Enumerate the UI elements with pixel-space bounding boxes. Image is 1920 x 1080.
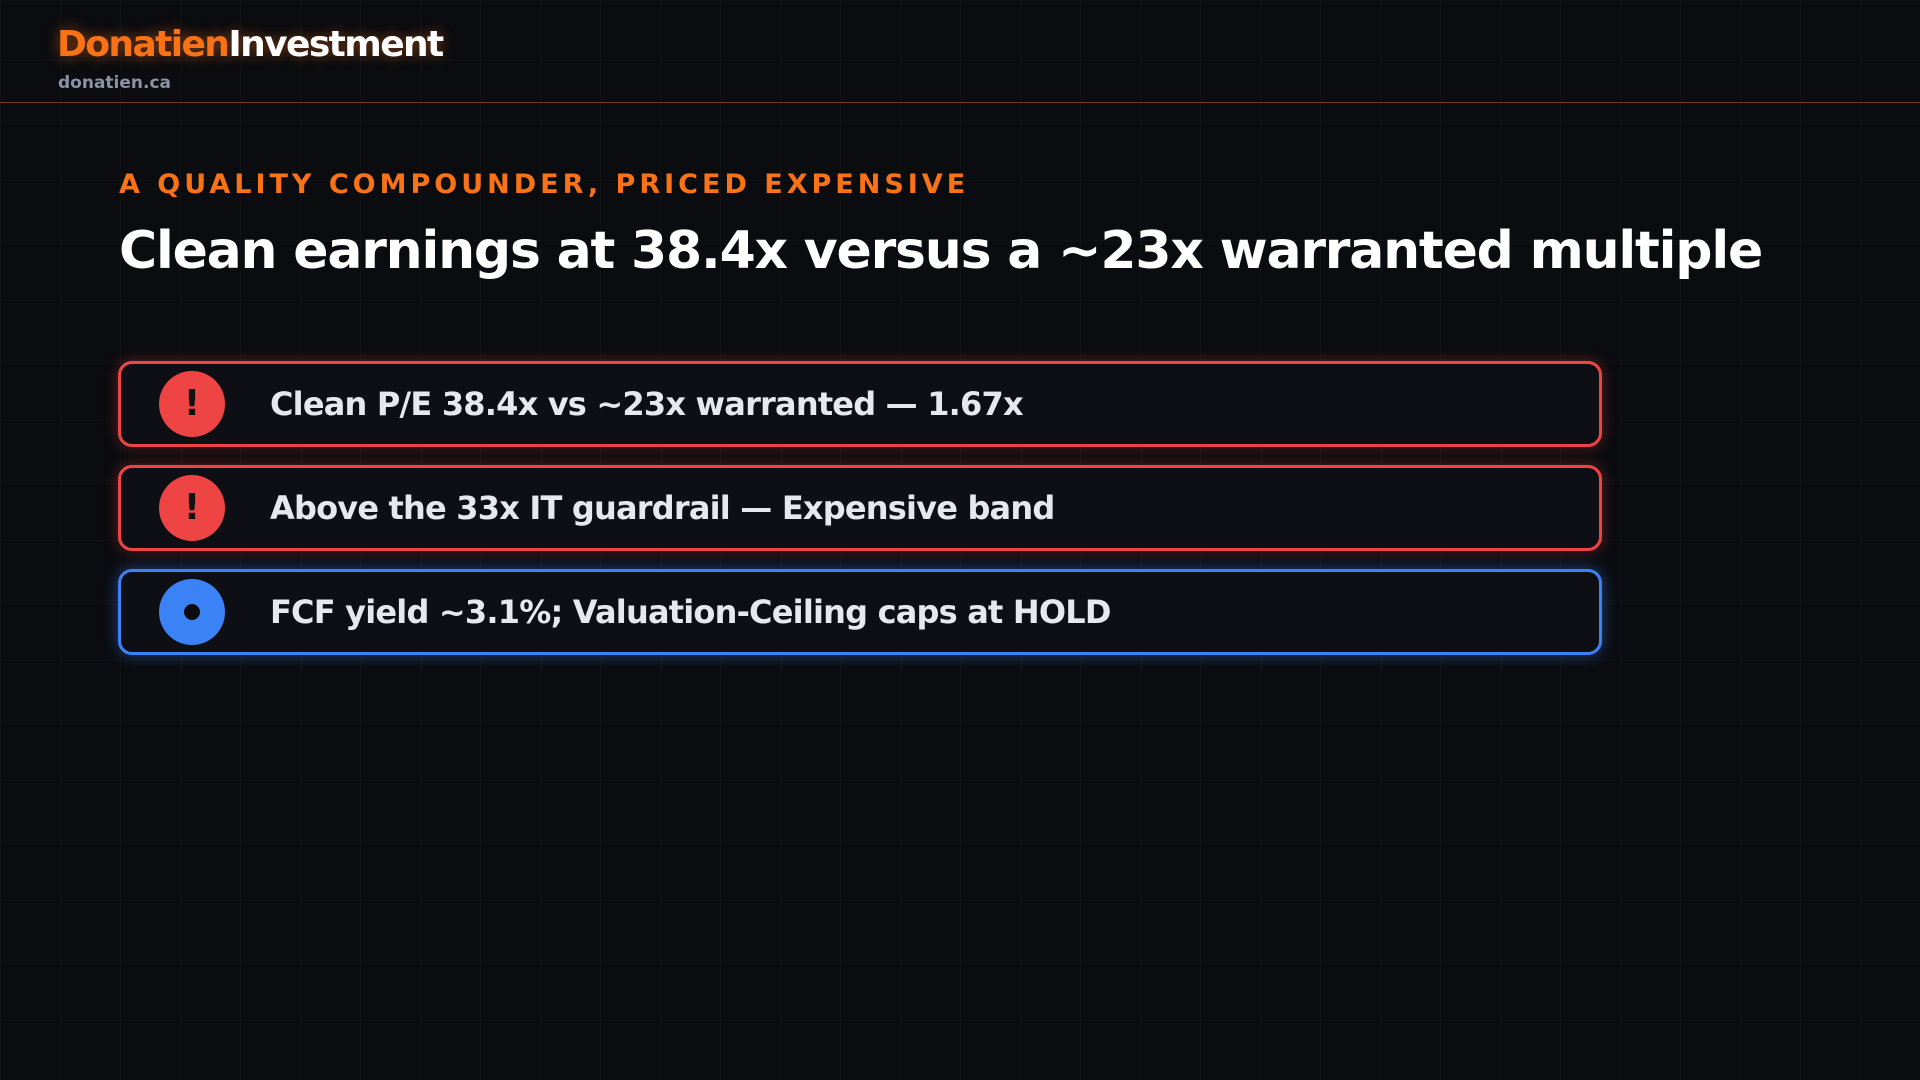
brand-primary: Donatien [57, 24, 230, 65]
dot-icon [184, 604, 200, 620]
alert-badge: ! [159, 371, 225, 437]
header: DonatienInvestment donatien.ca [0, 0, 1920, 103]
point-list: ! Clean P/E 38.4x vs ~23x warranted — 1.… [118, 361, 1602, 673]
exclamation-icon: ! [183, 383, 201, 424]
brand-domain: donatien.ca [58, 73, 172, 93]
slide-title: Clean earnings at 38.4x versus a ~23x wa… [119, 221, 1763, 281]
point-card-3: FCF yield ~3.1%; Valuation-Ceiling caps … [118, 569, 1602, 655]
point-card-1: ! Clean P/E 38.4x vs ~23x warranted — 1.… [118, 361, 1602, 447]
exclamation-icon: ! [183, 487, 201, 528]
point-card-2: ! Above the 33x IT guardrail — Expensive… [118, 465, 1602, 551]
brand-secondary: Investment [228, 24, 444, 65]
alert-badge: ! [159, 475, 225, 541]
info-badge [159, 579, 225, 645]
point-text: FCF yield ~3.1%; Valuation-Ceiling caps … [270, 593, 1111, 631]
point-text: Above the 33x IT guardrail — Expensive b… [270, 489, 1055, 527]
brand-logo: DonatienInvestment [57, 20, 444, 70]
point-text: Clean P/E 38.4x vs ~23x warranted — 1.67… [270, 385, 1024, 423]
slide-eyebrow: A QUALITY COMPOUNDER, PRICED EXPENSIVE [119, 169, 970, 200]
